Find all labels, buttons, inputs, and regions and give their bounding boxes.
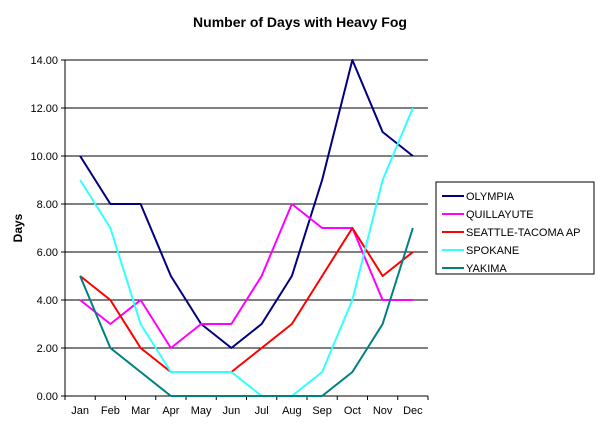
y-tick-label: 14.00 (30, 55, 58, 67)
y-tick-label: 0.00 (37, 391, 58, 403)
x-tick-label: Dec (403, 405, 423, 417)
legend-entry: QUILLAYUTE (466, 209, 534, 221)
series-line-seattle-tacoma-ap (79, 275, 172, 373)
chart-title: Number of Days with Heavy Fog (193, 14, 407, 30)
y-tick-label: 2.00 (37, 343, 58, 355)
series-line-quillayute (79, 203, 413, 349)
x-tick-label: Sep (312, 405, 332, 417)
legend-box (435, 181, 595, 275)
x-tick-label: May (191, 405, 212, 417)
y-tick-label: 12.00 (30, 103, 58, 115)
x-tick-label: Jun (223, 405, 241, 417)
x-tick-label: Aug (282, 405, 302, 417)
y-tick-label: 8.00 (37, 199, 58, 211)
x-tick-label: Apr (162, 405, 179, 417)
legend-entry: YAKIMA (466, 263, 507, 275)
y-axis-label: Days (11, 213, 25, 242)
legend: OLYMPIA QUILLAYUTE SEATTLE-TACOMA AP SPOKAN… (435, 181, 595, 275)
x-tick-label: Nov (373, 405, 393, 417)
x-tick-label: Jan (71, 405, 89, 417)
series-line-spokane (79, 107, 414, 397)
legend-entry: SPOKANE (466, 245, 519, 257)
series-line-olympia (79, 59, 414, 349)
y-tick-label: 10.00 (30, 151, 58, 163)
x-tick-label: Feb (101, 405, 120, 417)
series-line-yakima (79, 227, 414, 397)
y-tick-label: 6.00 (37, 247, 58, 259)
x-tick-label: Jul (255, 405, 269, 417)
x-tick-label: Oct (344, 405, 361, 417)
x-tick-label: Mar (131, 405, 150, 417)
series-line-seattle-tacoma-ap (230, 227, 414, 373)
y-tick-label: 4.00 (37, 295, 58, 307)
legend-entry: OLYMPIA (466, 191, 515, 203)
legend-entry: SEATTLE-TACOMA AP (466, 227, 581, 239)
